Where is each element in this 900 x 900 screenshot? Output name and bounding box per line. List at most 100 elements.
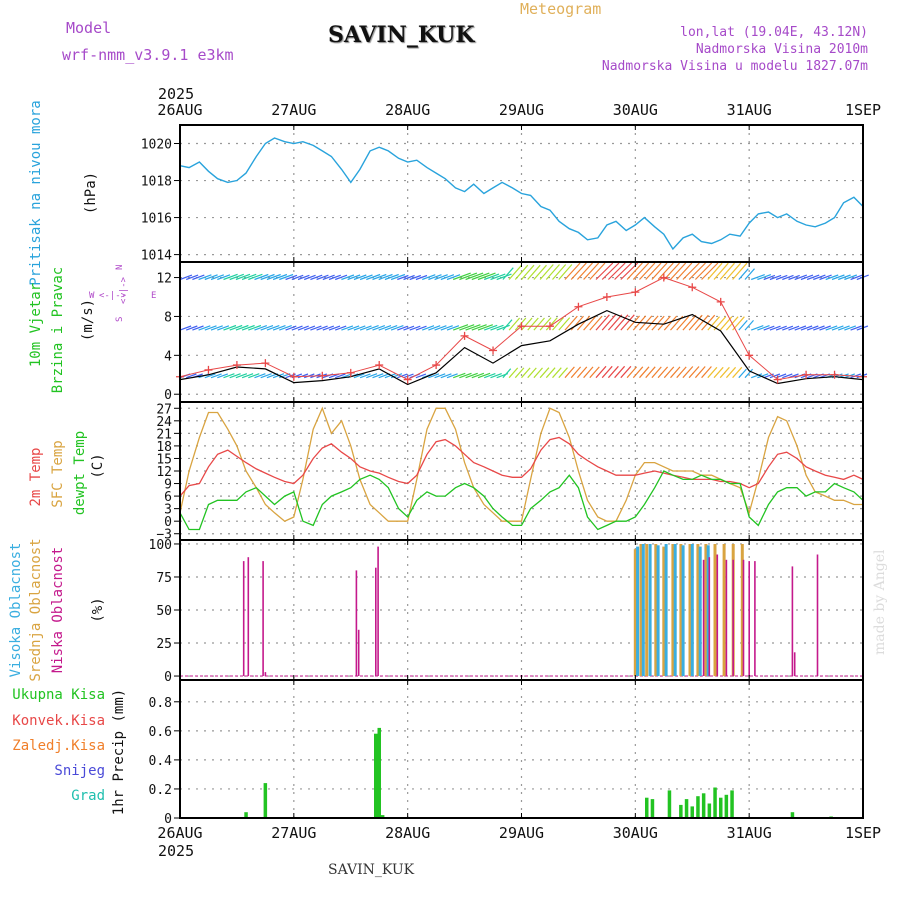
wind-barb bbox=[353, 373, 365, 379]
temp-ylabel-dewpt: dewpt Temp bbox=[72, 431, 88, 515]
wind-barb bbox=[328, 274, 342, 281]
wind-barb bbox=[576, 315, 591, 331]
panel-frame-wind bbox=[179, 261, 864, 403]
wind-barb bbox=[757, 373, 769, 379]
wind-barb bbox=[285, 274, 298, 281]
y-tick-label: 1014 bbox=[141, 249, 172, 264]
wind-barb bbox=[229, 273, 245, 281]
low-cloud-bar bbox=[247, 557, 250, 677]
wind-barb bbox=[682, 314, 697, 331]
wind-barb bbox=[589, 262, 606, 280]
cloud-ylabel-high: Visoka Oblacnost bbox=[8, 543, 24, 678]
wind-barb bbox=[421, 274, 436, 281]
wind-barb bbox=[397, 325, 409, 331]
wind-barb bbox=[750, 325, 764, 331]
wind-barb bbox=[769, 373, 781, 379]
panel-frame-cloud_cover bbox=[179, 539, 864, 681]
low-cloud-bar bbox=[793, 652, 796, 677]
y-tick-label: 0 bbox=[164, 515, 172, 530]
wind-barb bbox=[626, 262, 643, 280]
x-tick-bottom-30AUG: 30AUG bbox=[613, 824, 658, 842]
wind-barb bbox=[657, 262, 674, 280]
wind-barb bbox=[359, 274, 373, 281]
wind-barb bbox=[576, 366, 588, 379]
wind-barb bbox=[334, 373, 346, 379]
wind-barb bbox=[248, 273, 263, 281]
wind-barb bbox=[651, 315, 665, 331]
precip-bar bbox=[244, 812, 248, 818]
wind-barb bbox=[502, 319, 513, 331]
wind-barb bbox=[744, 320, 754, 331]
wind-barb bbox=[794, 325, 807, 331]
wind-barb bbox=[508, 264, 523, 280]
wind-barb bbox=[825, 274, 839, 281]
wind-barb bbox=[601, 262, 620, 280]
wind-barb bbox=[390, 273, 406, 281]
high-cloud-bar bbox=[636, 546, 640, 676]
wind-barb bbox=[328, 325, 341, 331]
wind-barb bbox=[260, 273, 275, 281]
wind-barb bbox=[279, 273, 294, 281]
wind-barb bbox=[508, 367, 519, 379]
wind-barb bbox=[446, 274, 461, 281]
high-cloud-bar bbox=[673, 544, 677, 677]
y-tick-label: 0 bbox=[164, 388, 172, 403]
wind-barb bbox=[514, 317, 527, 331]
wind-barb bbox=[719, 366, 730, 379]
x-tick-top-31AUG: 31AUG bbox=[727, 101, 772, 119]
low-cloud-bar bbox=[816, 554, 819, 676]
wind-barb bbox=[303, 325, 316, 331]
wind-barb bbox=[831, 325, 844, 331]
wind-barb bbox=[564, 315, 578, 331]
wind-barb bbox=[844, 274, 858, 281]
wind-barb bbox=[552, 317, 564, 331]
wind-barb bbox=[415, 274, 428, 281]
page-title: SAVIN_KUK bbox=[328, 22, 475, 48]
high-cloud-bar bbox=[698, 546, 702, 676]
wind-barb bbox=[353, 274, 367, 281]
wind-barb bbox=[496, 273, 512, 281]
cloud-ylabel-units: (%) bbox=[90, 597, 106, 622]
x-tick-bottom-27AUG: 27AUG bbox=[271, 824, 316, 842]
mid-cloud-bar bbox=[722, 544, 726, 677]
wind-barb bbox=[676, 366, 687, 379]
wind-barb bbox=[813, 274, 826, 281]
wind-barb bbox=[819, 325, 831, 331]
precip-legend-3: Zaledj.Kisa bbox=[12, 738, 105, 754]
wind-barb bbox=[813, 325, 825, 331]
wind-barb bbox=[378, 325, 392, 331]
wind-barb bbox=[366, 373, 378, 379]
wind-barb bbox=[757, 325, 770, 331]
wind-barb bbox=[782, 325, 794, 331]
wind-barb bbox=[725, 262, 742, 280]
wind-barb bbox=[744, 368, 754, 379]
low-cloud-bar bbox=[702, 559, 705, 676]
wind-barb bbox=[694, 366, 706, 379]
wind-barb bbox=[676, 262, 693, 280]
wind-barb bbox=[694, 262, 713, 280]
wind-barb bbox=[707, 366, 718, 379]
wind-barb bbox=[254, 325, 268, 331]
compass-east: E bbox=[151, 291, 156, 301]
wind-barb bbox=[732, 262, 748, 280]
wind-barb bbox=[514, 264, 529, 280]
mid-cloud-bar bbox=[696, 544, 700, 677]
wind-barb bbox=[601, 314, 617, 331]
wind-barb bbox=[477, 272, 496, 281]
wind-barb bbox=[570, 262, 587, 280]
y-tick-label: 4 bbox=[164, 349, 172, 364]
wind-barb bbox=[210, 274, 225, 281]
wind-barb bbox=[663, 262, 680, 280]
wind-barb bbox=[415, 373, 427, 379]
y-tick-label: 9 bbox=[164, 478, 172, 493]
wind-barb bbox=[353, 325, 366, 331]
wind-barb bbox=[217, 325, 230, 331]
pressure-ylabel-units: (hPa) bbox=[83, 172, 99, 214]
wind-barb bbox=[217, 274, 231, 281]
wind-barb bbox=[676, 315, 690, 331]
wind-barb bbox=[291, 325, 303, 331]
temp-ylabel-units: (C) bbox=[90, 453, 106, 478]
wind-barb bbox=[248, 324, 262, 331]
low-cloud-bar bbox=[377, 546, 379, 676]
y-tick-label: 0.2 bbox=[149, 783, 172, 798]
